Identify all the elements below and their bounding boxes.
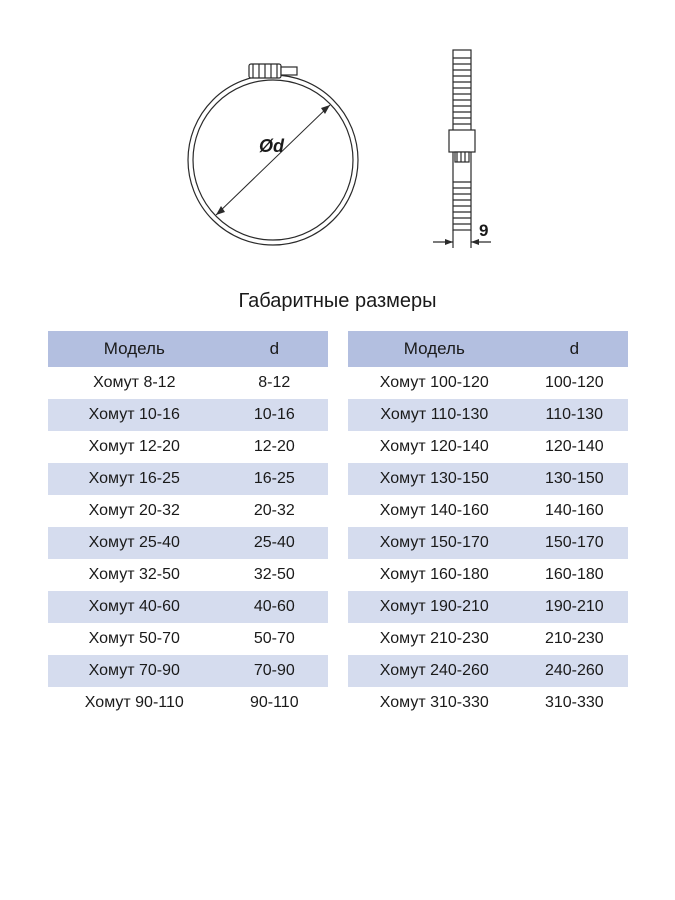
table-row: Хомут 8-128-12 [48,367,328,399]
cell-d: 140-160 [521,495,627,527]
cell-d: 20-32 [221,495,327,527]
cell-model: Хомут 190-210 [348,591,522,623]
cell-model: Хомут 16-25 [48,463,222,495]
cell-d: 40-60 [221,591,327,623]
table-row: Хомут 240-260240-260 [348,655,628,687]
table-row: Хомут 20-3220-32 [48,495,328,527]
col-header-model: Модель [348,331,522,367]
cell-model: Хомут 25-40 [48,527,222,559]
col-header-model: Модель [48,331,222,367]
table-row: Хомут 120-140120-140 [348,431,628,463]
cell-model: Хомут 120-140 [348,431,522,463]
col-header-d: d [521,331,627,367]
table-row: Хомут 130-150130-150 [348,463,628,495]
cell-d: 240-260 [521,655,627,687]
table-row: Хомут 40-6040-60 [48,591,328,623]
cell-d: 12-20 [221,431,327,463]
cell-model: Хомут 160-180 [348,559,522,591]
dimensions-table-right: Модель d Хомут 100-120100-120Хомут 110-1… [348,331,628,719]
table-row: Хомут 310-330310-330 [348,687,628,719]
cell-model: Хомут 50-70 [48,623,222,655]
table-row: Хомут 70-9070-90 [48,655,328,687]
cell-d: 120-140 [521,431,627,463]
cell-d: 310-330 [521,687,627,719]
cell-model: Хомут 210-230 [348,623,522,655]
width-label: 9 [479,221,488,240]
side-view-diagram: 9 [423,30,513,260]
table-row: Хомут 140-160140-160 [348,495,628,527]
dimensions-tables: Модель d Хомут 8-128-12Хомут 10-1610-16Х… [40,331,635,719]
cell-model: Хомут 90-110 [48,687,222,719]
cell-d: 160-180 [521,559,627,591]
dimensions-table-left: Модель d Хомут 8-128-12Хомут 10-1610-16Х… [48,331,328,719]
cell-d: 50-70 [221,623,327,655]
cell-model: Хомут 130-150 [348,463,522,495]
cell-d: 130-150 [521,463,627,495]
cell-d: 150-170 [521,527,627,559]
col-header-d: d [221,331,327,367]
cell-model: Хомут 240-260 [348,655,522,687]
cell-model: Хомут 310-330 [348,687,522,719]
table-row: Хомут 10-1610-16 [48,399,328,431]
diameter-label: Ød [259,136,285,156]
cell-d: 90-110 [221,687,327,719]
cell-model: Хомут 10-16 [48,399,222,431]
cell-d: 16-25 [221,463,327,495]
cell-model: Хомут 110-130 [348,399,522,431]
cell-model: Хомут 32-50 [48,559,222,591]
table-row: Хомут 16-2516-25 [48,463,328,495]
table-row: Хомут 160-180160-180 [348,559,628,591]
table-row: Хомут 25-4025-40 [48,527,328,559]
cell-model: Хомут 40-60 [48,591,222,623]
cell-model: Хомут 12-20 [48,431,222,463]
cell-model: Хомут 8-12 [48,367,222,399]
cell-d: 70-90 [221,655,327,687]
cell-model: Хомут 150-170 [348,527,522,559]
technical-diagram: Ød [40,30,635,260]
cell-d: 190-210 [521,591,627,623]
table-row: Хомут 110-130110-130 [348,399,628,431]
cell-model: Хомут 20-32 [48,495,222,527]
section-title: Габаритные размеры [40,290,635,313]
cell-d: 32-50 [221,559,327,591]
table-row: Хомут 32-5032-50 [48,559,328,591]
table-row: Хомут 12-2012-20 [48,431,328,463]
cell-model: Хомут 100-120 [348,367,522,399]
cell-d: 210-230 [521,623,627,655]
cell-d: 10-16 [221,399,327,431]
table-row: Хомут 100-120100-120 [348,367,628,399]
cell-d: 8-12 [221,367,327,399]
cell-model: Хомут 70-90 [48,655,222,687]
table-row: Хомут 50-7050-70 [48,623,328,655]
front-view-diagram: Ød [163,40,383,260]
cell-model: Хомут 140-160 [348,495,522,527]
table-row: Хомут 150-170150-170 [348,527,628,559]
cell-d: 25-40 [221,527,327,559]
cell-d: 110-130 [521,399,627,431]
cell-d: 100-120 [521,367,627,399]
table-row: Хомут 210-230210-230 [348,623,628,655]
table-row: Хомут 90-11090-110 [48,687,328,719]
table-row: Хомут 190-210190-210 [348,591,628,623]
